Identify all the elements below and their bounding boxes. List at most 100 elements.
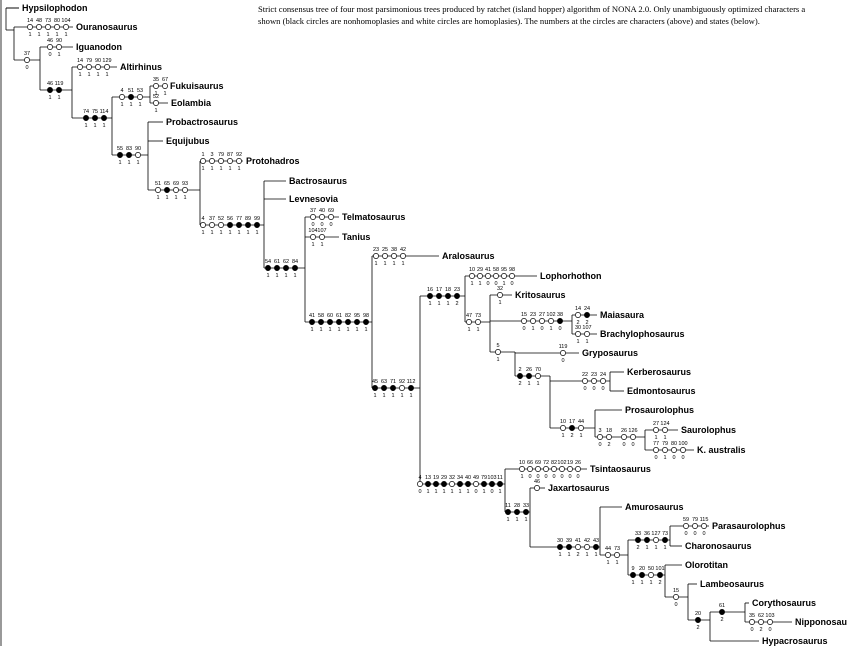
character-number: 101 (655, 566, 664, 572)
state-number: 1 (57, 95, 60, 101)
character-circle (92, 115, 98, 121)
character-number: 36 (644, 531, 650, 537)
character-number: 17 (569, 419, 575, 425)
state-number: 1 (428, 301, 431, 307)
character-circle (493, 273, 499, 279)
character-circle (534, 485, 540, 491)
character-circle (56, 87, 62, 93)
state-number: 0 (510, 281, 513, 287)
character-circle (47, 87, 53, 93)
character-circle (535, 466, 541, 472)
state-number: 0 (494, 281, 497, 287)
character-number: 72 (543, 460, 549, 466)
character-circle (466, 319, 472, 325)
character-circle (283, 265, 289, 271)
character-number: 3 (210, 152, 213, 158)
character-circle (117, 152, 123, 158)
state-number: 1 (219, 230, 222, 236)
character-circle (695, 617, 701, 623)
character-number: 38 (557, 312, 563, 318)
character-circle (310, 214, 316, 220)
character-number: 11 (497, 475, 503, 481)
character-circle (683, 523, 689, 529)
character-number: 18 (606, 428, 612, 434)
character-circle (557, 544, 563, 550)
state-number: 0 (320, 222, 323, 228)
taxon-label: Fukuisaurus (170, 81, 224, 91)
state-number: 0 (486, 281, 489, 287)
character-circle (274, 265, 280, 271)
taxon-label: Altirhinus (120, 62, 162, 72)
state-number: 1 (136, 160, 139, 166)
character-number: 4 (120, 88, 123, 94)
character-circle (327, 319, 333, 325)
state-number: 0 (601, 386, 604, 392)
character-circle (505, 509, 511, 515)
character-number: 95 (354, 313, 360, 319)
character-circle (593, 544, 599, 550)
character-circle (575, 312, 581, 318)
state-number: 1 (120, 102, 123, 108)
taxon-label: Lambeosaurus (700, 579, 764, 589)
state-number: 1 (470, 281, 473, 287)
character-circle (566, 544, 572, 550)
state-number: 2 (696, 625, 699, 631)
state-number: 1 (328, 327, 331, 333)
character-number: 98 (363, 313, 369, 319)
state-number: 2 (585, 320, 588, 326)
taxon-label: Gryposaurus (582, 348, 638, 358)
character-circle (128, 94, 134, 100)
character-circle (630, 434, 636, 440)
character-circle (582, 378, 588, 384)
character-circle (569, 425, 575, 431)
state-number: 1 (520, 474, 523, 480)
character-circle (489, 481, 495, 487)
character-number: 4 (201, 216, 204, 222)
character-circle (630, 572, 636, 578)
character-number: 60 (327, 313, 333, 319)
character-number: 33 (635, 531, 641, 537)
character-circle (209, 222, 215, 228)
character-number: 124 (660, 421, 669, 427)
character-circle (671, 447, 677, 453)
state-number: 1 (458, 489, 461, 495)
character-number: 34 (457, 475, 463, 481)
taxon-label: Parasaurolophus (712, 521, 786, 531)
character-number: 45 (372, 379, 378, 385)
character-number: 92 (236, 152, 242, 158)
character-number: 83 (126, 146, 132, 152)
character-number: 74 (83, 109, 89, 115)
taxon-label: Equijubus (166, 136, 210, 146)
character-number: 23 (454, 287, 460, 293)
state-number: 1 (284, 273, 287, 279)
character-number: 26 (575, 460, 581, 466)
character-number: 52 (153, 94, 159, 100)
state-number: 1 (84, 123, 87, 129)
character-number: 40 (465, 475, 471, 481)
state-number: 1 (496, 357, 499, 363)
character-circle (692, 523, 698, 529)
state-number: 1 (515, 517, 518, 523)
state-number: 1 (536, 381, 539, 387)
character-circle (433, 481, 439, 487)
character-circle (673, 594, 679, 600)
character-number: 46 (47, 81, 53, 87)
state-number: 0 (592, 386, 595, 392)
character-number: 62 (283, 259, 289, 265)
character-number: 84 (292, 259, 298, 265)
character-circle (509, 273, 515, 279)
taxon-label: Olorotitan (685, 560, 728, 570)
character-circle (680, 447, 686, 453)
character-circle (319, 234, 325, 240)
state-number: 1 (663, 545, 666, 551)
character-number: 40 (319, 208, 325, 214)
character-number: 71 (390, 379, 396, 385)
character-circle (445, 293, 451, 299)
state-number: 1 (567, 552, 570, 558)
character-number: 102 (546, 312, 555, 318)
state-number: 0 (622, 442, 625, 448)
character-circle (575, 466, 581, 472)
state-number: 1 (392, 261, 395, 267)
character-number: 46 (534, 479, 540, 485)
